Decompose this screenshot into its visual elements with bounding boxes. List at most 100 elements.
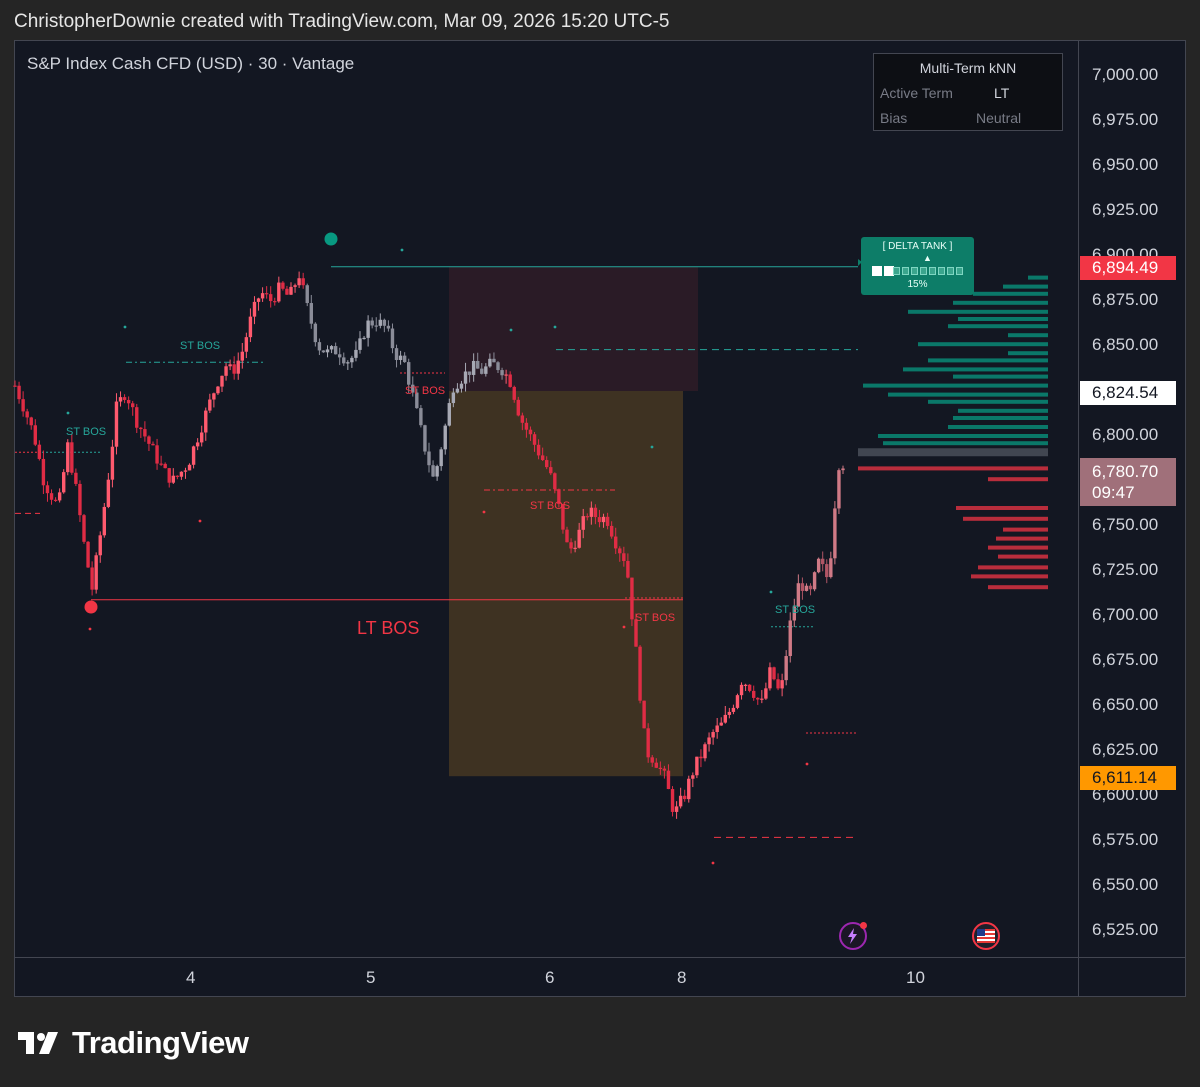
candle-body bbox=[683, 795, 687, 800]
candle-body bbox=[650, 757, 654, 763]
candle-body bbox=[500, 370, 504, 376]
candle-body bbox=[504, 374, 508, 376]
candle-body bbox=[325, 349, 330, 353]
candle-body bbox=[183, 470, 188, 472]
delta-tank-cell bbox=[920, 267, 927, 275]
candle-body bbox=[756, 697, 760, 700]
candle-body bbox=[216, 386, 220, 394]
delta-tank-cell bbox=[956, 267, 963, 275]
price-tick-label: 6,850.00 bbox=[1092, 335, 1159, 354]
candle-body bbox=[66, 442, 70, 473]
candle-body bbox=[788, 620, 792, 657]
candle-body bbox=[630, 577, 634, 620]
candle-body bbox=[98, 535, 102, 556]
candle-body bbox=[118, 397, 123, 402]
price-tag-high: 6,894.49 bbox=[1080, 256, 1176, 280]
volume-bar-buy bbox=[973, 291, 1048, 296]
candle-body bbox=[638, 646, 642, 701]
volume-bar-buy bbox=[1008, 351, 1048, 356]
candle-body bbox=[248, 316, 253, 338]
candle-body bbox=[569, 542, 573, 549]
delta-tank-cell bbox=[872, 266, 882, 276]
candle-body bbox=[94, 555, 98, 590]
knn-panel: Multi-Term kNN Active Term LT Bias Neutr… bbox=[873, 53, 1063, 131]
candle-body bbox=[792, 606, 796, 621]
volume-bar-sell bbox=[1003, 527, 1048, 532]
delta-tank-cell bbox=[947, 267, 954, 275]
candle-body bbox=[110, 446, 115, 480]
candle-body bbox=[812, 572, 817, 590]
time-tick-6: 6 bbox=[545, 968, 555, 987]
volume-bar-buy bbox=[903, 367, 1048, 372]
candle-body bbox=[593, 507, 598, 518]
candle-body bbox=[589, 507, 594, 517]
pivot-marker bbox=[650, 445, 654, 449]
candle-body bbox=[244, 337, 249, 352]
candle-body bbox=[106, 479, 111, 507]
candle-body bbox=[390, 328, 395, 349]
st-bos-label-5: ST BOS bbox=[635, 612, 676, 624]
candle-body bbox=[719, 722, 723, 726]
candle-body bbox=[488, 358, 492, 367]
volume-bar-buy bbox=[928, 399, 1048, 404]
candle-body bbox=[175, 475, 180, 477]
candle-body bbox=[358, 338, 362, 350]
candle-body bbox=[451, 392, 456, 404]
volume-bar-sell bbox=[971, 574, 1048, 579]
symbol-title[interactable]: S&P Index Cash CFD (USD) · 30 · Vantage bbox=[27, 54, 355, 73]
pivot-marker bbox=[805, 762, 809, 766]
price-tag-last-value: 6,780.70 bbox=[1092, 462, 1159, 481]
candle-body bbox=[333, 346, 338, 355]
candle-body bbox=[313, 323, 318, 343]
candle-body bbox=[102, 506, 106, 536]
knn-active-term-value: LT bbox=[994, 85, 1010, 101]
candle-body bbox=[747, 684, 752, 691]
candle-body bbox=[224, 366, 228, 376]
volume-bar-buy bbox=[953, 300, 1048, 305]
candle-body bbox=[776, 679, 780, 689]
candle-body bbox=[423, 425, 427, 452]
volume-bar-buy bbox=[878, 434, 1048, 438]
candle-body bbox=[366, 320, 370, 338]
candle-body bbox=[711, 732, 715, 738]
candle-body bbox=[492, 358, 496, 363]
candle-body bbox=[382, 319, 387, 326]
candle-body bbox=[545, 460, 549, 468]
candle-body bbox=[329, 346, 334, 350]
us-flag-icon[interactable] bbox=[972, 922, 1000, 950]
delta-tank-arrow: ▲ bbox=[923, 253, 932, 263]
price-tick-label: 6,550.00 bbox=[1092, 875, 1159, 894]
volume-bar-buy bbox=[953, 374, 1048, 379]
candle-body bbox=[601, 516, 606, 523]
candle-body bbox=[191, 446, 196, 465]
pivot-marker bbox=[553, 325, 557, 329]
lightning-icon[interactable] bbox=[839, 922, 867, 950]
candle-body bbox=[159, 463, 163, 465]
price-tag-mid: 6,824.54 bbox=[1080, 381, 1176, 405]
candle-body bbox=[520, 415, 525, 423]
candle-body bbox=[236, 360, 240, 374]
candle-body bbox=[837, 470, 841, 509]
candle-body bbox=[634, 619, 638, 647]
candle-body bbox=[147, 436, 151, 444]
candle-body bbox=[715, 725, 719, 733]
candle-body bbox=[597, 517, 602, 523]
candle-body bbox=[480, 368, 484, 374]
pivot-marker bbox=[482, 510, 486, 514]
candle-body bbox=[670, 789, 675, 812]
candle-body bbox=[691, 775, 695, 779]
volume-bar-sell bbox=[978, 565, 1048, 570]
time-axis[interactable] bbox=[14, 957, 1078, 997]
price-tick-label: 7,000.00 bbox=[1092, 65, 1159, 84]
candle-body bbox=[516, 399, 520, 416]
candle-body bbox=[338, 354, 342, 358]
candle-body bbox=[33, 425, 37, 445]
candle-body bbox=[126, 399, 131, 404]
candle-body bbox=[273, 301, 277, 303]
candle-body bbox=[427, 451, 431, 466]
candle-body bbox=[703, 744, 707, 759]
st-bos-label-1: ST BOS bbox=[180, 340, 221, 352]
candle-body bbox=[122, 397, 127, 400]
order-block-zone bbox=[449, 391, 683, 777]
candle-body bbox=[772, 667, 776, 680]
